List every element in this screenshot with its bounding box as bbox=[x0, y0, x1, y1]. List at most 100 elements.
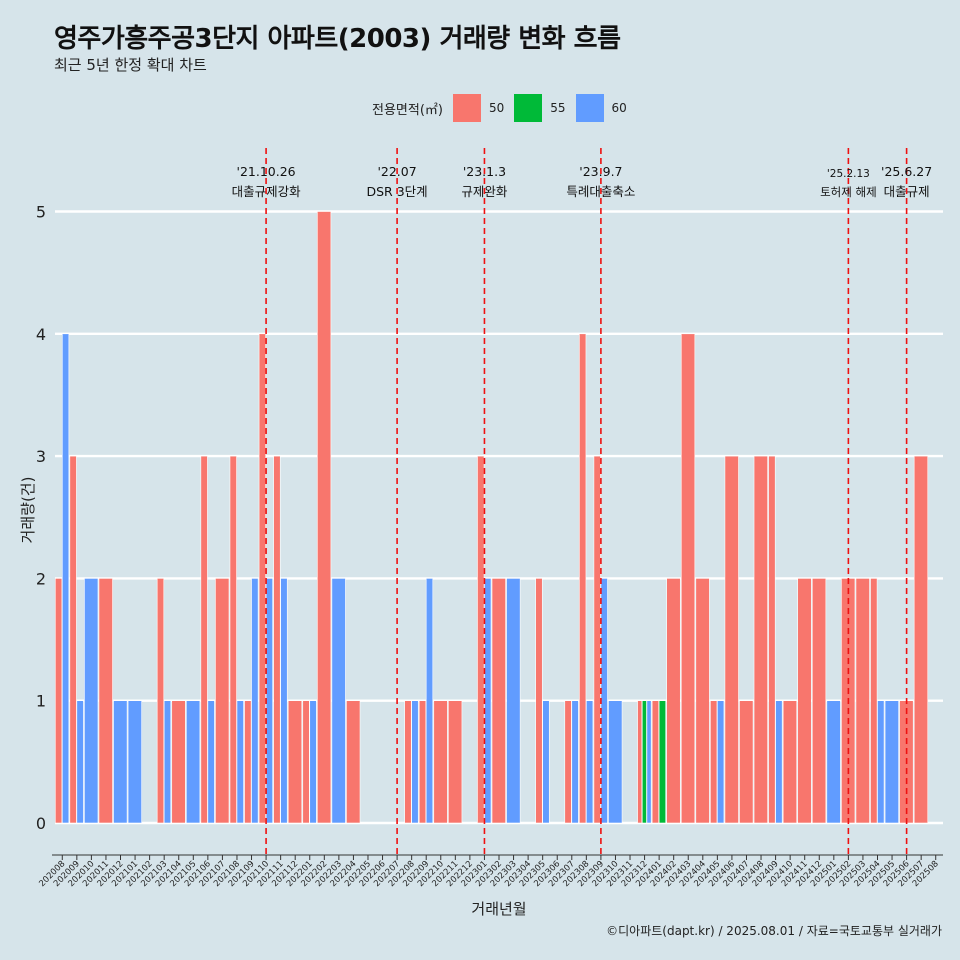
y-tick-label: 0 bbox=[36, 814, 46, 833]
bar-50-202202 bbox=[317, 211, 332, 824]
event-text-label: 토허제 해제 bbox=[820, 185, 877, 199]
bar-50-202309 bbox=[593, 455, 601, 824]
bar-50-202011 bbox=[98, 578, 113, 824]
bar-60-202201 bbox=[309, 700, 317, 824]
event-text-label: 대출규제강화 bbox=[232, 184, 302, 199]
bar-60-202109 bbox=[251, 578, 259, 824]
bar-60-202208 bbox=[411, 700, 419, 824]
bar-60-202409 bbox=[775, 700, 783, 824]
bar-50-202208 bbox=[404, 700, 412, 824]
bar-60-202305 bbox=[542, 700, 550, 824]
bar-50-202409 bbox=[768, 455, 776, 824]
event-date-label: '23.9.7 bbox=[579, 164, 622, 179]
bar-60-202405 bbox=[717, 700, 725, 824]
legend-label-55: 55 bbox=[550, 101, 566, 115]
bar-50-202108 bbox=[229, 455, 237, 824]
bar-60-202310 bbox=[608, 700, 623, 824]
bar-50-202312 bbox=[637, 700, 643, 824]
bar-60-202110 bbox=[265, 578, 273, 824]
bar-50-202406 bbox=[724, 455, 739, 824]
bar-60-202505 bbox=[884, 700, 899, 824]
y-tick-label: 4 bbox=[36, 325, 46, 344]
bar-50-202504 bbox=[870, 578, 878, 824]
bar-50-202503 bbox=[855, 578, 870, 824]
y-tick-label: 5 bbox=[36, 203, 46, 222]
bar-50-202103 bbox=[156, 578, 165, 824]
bar-50-202201 bbox=[302, 700, 310, 824]
legend-item-60: 60 bbox=[575, 94, 627, 122]
bar-50-202410 bbox=[782, 700, 798, 824]
x-axis-title: 거래년월 bbox=[471, 900, 526, 918]
bar-50-202412 bbox=[811, 578, 827, 824]
bar-60-202012 bbox=[113, 700, 128, 824]
bar-60-202504 bbox=[877, 700, 885, 824]
y-tick-label: 3 bbox=[36, 447, 46, 466]
event-date-label: '21.10.26 bbox=[237, 164, 296, 179]
bar-60-202312 bbox=[646, 700, 652, 824]
bar-50-202109 bbox=[244, 700, 252, 824]
bar-50-202405 bbox=[710, 700, 718, 824]
event-date-label: '25.2.13 bbox=[827, 168, 870, 180]
event-date-label: '23.1.3 bbox=[463, 164, 506, 179]
bar-50-202112 bbox=[287, 700, 303, 824]
bar-50-202204 bbox=[346, 700, 361, 824]
bar-60-202307 bbox=[571, 700, 579, 824]
footer-credit: ©디아파트(dapt.kr) / 2025.08.01 / 자료=국토교통부 실… bbox=[606, 924, 942, 938]
bar-60-202308 bbox=[586, 700, 594, 824]
legend-swatch-60 bbox=[575, 94, 604, 122]
bar-60-202203 bbox=[331, 578, 346, 824]
bar-50-202111 bbox=[273, 455, 281, 824]
bar-50-202305 bbox=[535, 578, 543, 824]
chart-title: 영주가흥주공3단지 아파트(2003) 거래량 변화 흐름 bbox=[54, 24, 621, 54]
bar-50-202209 bbox=[418, 700, 427, 824]
event-text-label: DSR 3단계 bbox=[367, 184, 428, 199]
bar-60-202303 bbox=[506, 578, 521, 824]
legend: 전용면적(㎡) 50 55 60 bbox=[372, 94, 637, 122]
bar-50-202401 bbox=[651, 700, 660, 824]
event-text-label: 특례대출축소 bbox=[566, 184, 635, 199]
bar-50-202210 bbox=[433, 700, 448, 824]
bar-60-202209 bbox=[425, 578, 434, 824]
bar-60-202309 bbox=[600, 578, 608, 824]
bar-60-202111 bbox=[280, 578, 288, 824]
bar-60-202008 bbox=[61, 333, 70, 824]
legend-label-60: 60 bbox=[611, 101, 627, 115]
bar-60-202301 bbox=[484, 578, 492, 824]
bar-60-202108 bbox=[236, 700, 244, 824]
bar-50-202301 bbox=[477, 455, 485, 824]
event-text-label: 대출규제 bbox=[884, 184, 930, 199]
bar-50-202302 bbox=[491, 578, 506, 824]
bar-55-202312 bbox=[641, 700, 647, 824]
event-date-label: '25.6.27 bbox=[881, 164, 932, 179]
legend-swatch-50 bbox=[452, 94, 481, 122]
event-text-label: 규제완화 bbox=[461, 184, 508, 199]
legend-label-50: 50 bbox=[488, 101, 505, 115]
legend-title: 전용면적(㎡) bbox=[372, 102, 443, 118]
bar-50-202404 bbox=[695, 578, 710, 824]
bar-50-202009 bbox=[69, 455, 77, 824]
legend-item-50: 50 bbox=[452, 94, 505, 122]
bar-50-202411 bbox=[797, 578, 812, 824]
bar-50-202008 bbox=[54, 578, 63, 824]
bar-60-202106 bbox=[207, 700, 215, 824]
legend-swatch-55 bbox=[514, 94, 543, 122]
bar-50-202110 bbox=[258, 333, 266, 824]
event-date-label: '22.07 bbox=[377, 164, 416, 179]
bar-60-202501 bbox=[826, 700, 841, 824]
bar-50-202403 bbox=[680, 333, 696, 824]
bar-60-202009 bbox=[76, 700, 84, 824]
bar-60-202103 bbox=[163, 700, 172, 824]
bar-50-202402 bbox=[666, 578, 681, 824]
y-tick-label: 2 bbox=[36, 569, 46, 588]
bar-50-202104 bbox=[171, 700, 186, 824]
bar-50-202407 bbox=[739, 700, 754, 824]
legend-item-55: 55 bbox=[514, 94, 566, 122]
bar-50-202211 bbox=[448, 700, 463, 824]
y-tick-label: 1 bbox=[36, 692, 46, 711]
bar-60-202010 bbox=[84, 578, 99, 824]
bar-50-202307 bbox=[564, 700, 572, 824]
chart-subtitle: 최근 5년 한정 확대 차트 bbox=[54, 56, 207, 74]
bar-50-202308 bbox=[579, 333, 587, 824]
bar-50-202106 bbox=[200, 455, 208, 824]
